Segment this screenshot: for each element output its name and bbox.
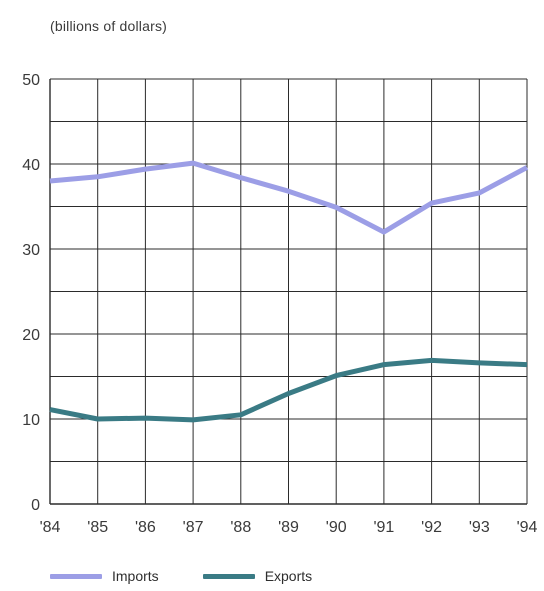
x-tick-label: '87 xyxy=(183,519,204,536)
x-tick-label: '88 xyxy=(230,519,251,536)
legend-swatch-exports xyxy=(202,573,255,579)
legend: Imports Exports xyxy=(50,568,356,584)
series-lines xyxy=(49,160,529,423)
x-tick-label: '86 xyxy=(135,519,156,536)
legend-label-imports: Imports xyxy=(112,568,159,584)
y-tick-label: 20 xyxy=(22,327,40,344)
x-tick-label: '92 xyxy=(421,519,442,536)
y-tick-label: 30 xyxy=(22,242,40,259)
x-axis-ticks: '84 '85 '86 '87 '88 '89 '90 '91 '92 '93 '94 xyxy=(40,519,538,536)
y-tick-label: 40 xyxy=(22,157,40,174)
y-tick-label: 0 xyxy=(31,497,40,514)
legend-item-exports: Exports xyxy=(202,568,313,584)
y-tick-label: 50 xyxy=(22,72,40,89)
x-tick-label: '85 xyxy=(87,519,108,536)
x-tick-label: '90 xyxy=(326,519,347,536)
legend-item-imports: Imports xyxy=(50,568,159,584)
x-tick-label: '91 xyxy=(373,519,394,536)
x-tick-label: '94 xyxy=(517,519,538,536)
y-axis-unit-label: (billions of dollars) xyxy=(50,18,168,34)
x-tick-label: '89 xyxy=(278,519,299,536)
x-tick-label: '84 xyxy=(40,519,61,536)
legend-label-exports: Exports xyxy=(264,568,313,584)
grid xyxy=(49,78,528,505)
x-tick-label: '93 xyxy=(469,519,490,536)
legend-swatch-imports xyxy=(50,573,102,579)
y-tick-label: 10 xyxy=(22,412,40,429)
y-axis-ticks: 0 10 20 30 40 50 xyxy=(22,72,40,514)
